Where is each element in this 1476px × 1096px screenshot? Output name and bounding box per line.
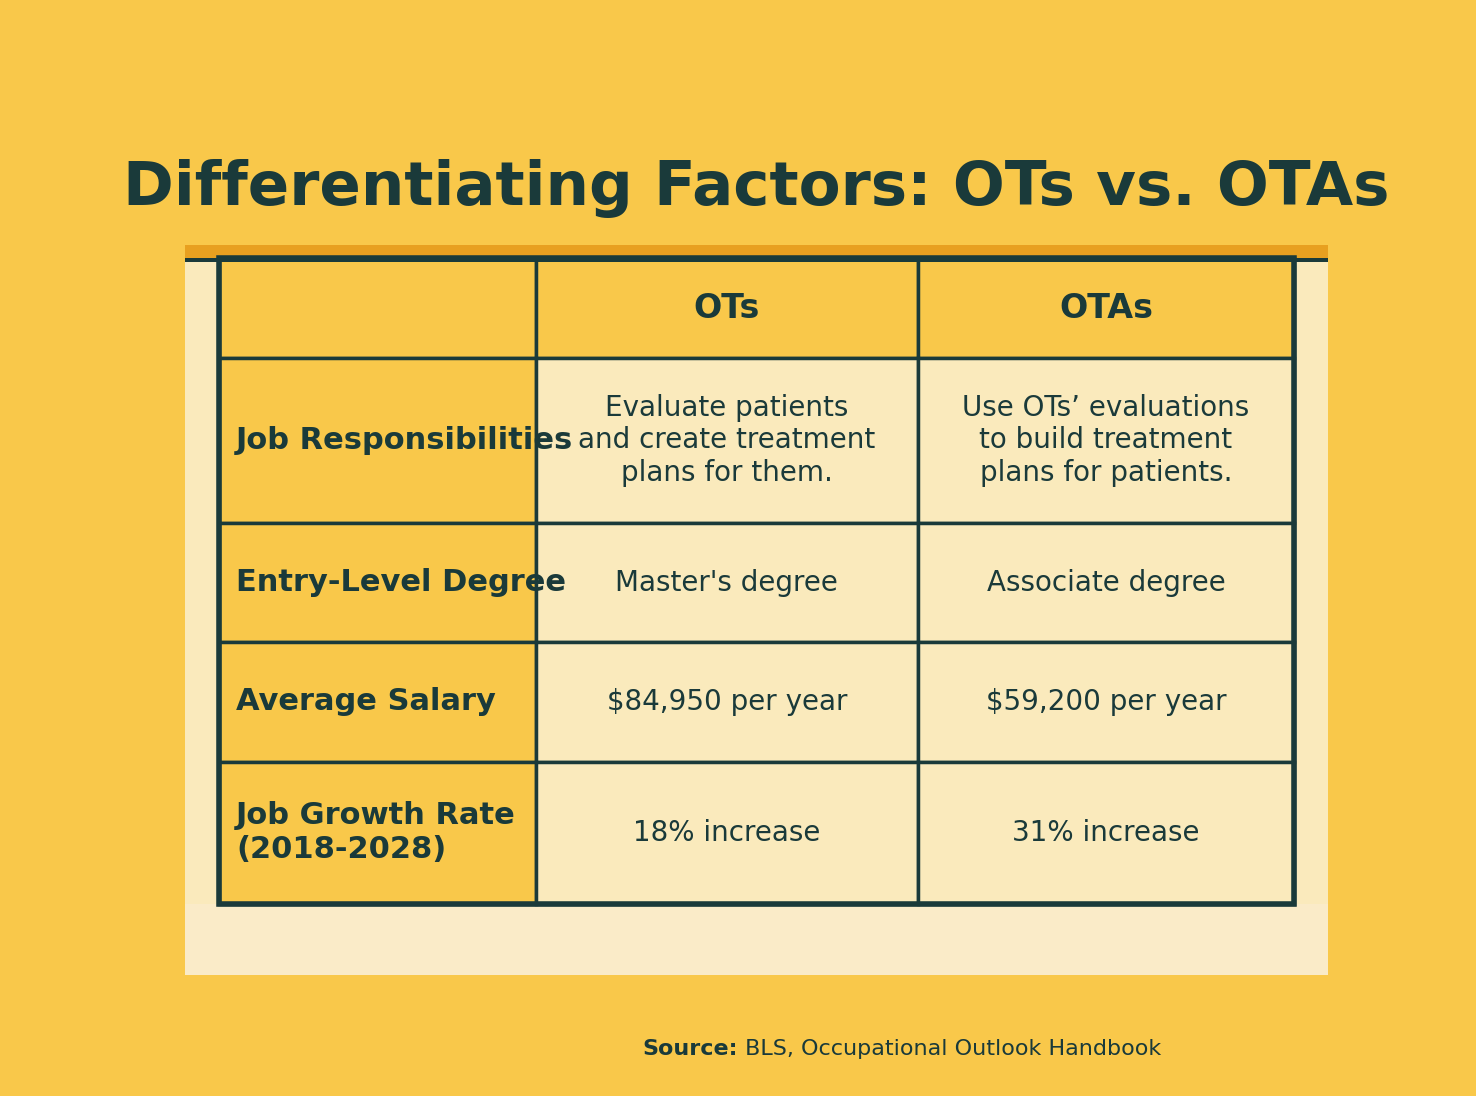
- Text: 18% increase: 18% increase: [633, 819, 821, 847]
- Bar: [218, 642, 536, 762]
- Bar: [536, 762, 918, 904]
- Text: Job Responsibilities: Job Responsibilities: [236, 426, 573, 455]
- Bar: [918, 259, 1294, 358]
- Text: BLS, Occupational Outlook Handbook: BLS, Occupational Outlook Handbook: [738, 1039, 1162, 1060]
- Bar: [184, 258, 1328, 904]
- Text: Evaluate patients
and create treatment
plans for them.: Evaluate patients and create treatment p…: [579, 395, 875, 487]
- Bar: [184, 246, 1328, 259]
- Bar: [536, 642, 918, 762]
- Bar: [218, 762, 536, 904]
- Bar: [536, 523, 918, 642]
- Bar: [918, 762, 1294, 904]
- Text: Source:: Source:: [642, 1039, 738, 1060]
- Text: Average Salary: Average Salary: [236, 687, 496, 717]
- Text: 31% increase: 31% increase: [1013, 819, 1200, 847]
- Bar: [218, 259, 536, 358]
- Text: OTs: OTs: [694, 292, 760, 324]
- Text: $84,950 per year: $84,950 per year: [607, 688, 847, 716]
- Bar: [218, 358, 536, 523]
- Bar: [536, 358, 918, 523]
- Text: Master's degree: Master's degree: [615, 569, 838, 596]
- Text: $59,200 per year: $59,200 per year: [986, 688, 1227, 716]
- Bar: [184, 904, 1328, 975]
- Text: OTAs: OTAs: [1058, 292, 1153, 324]
- Bar: [218, 258, 1294, 904]
- Bar: [218, 523, 536, 642]
- Text: Associate degree: Associate degree: [986, 569, 1225, 596]
- Bar: [184, 258, 1328, 262]
- Bar: [536, 259, 918, 358]
- Bar: [918, 642, 1294, 762]
- Bar: [918, 523, 1294, 642]
- Text: Differentiating Factors: OTs vs. OTAs: Differentiating Factors: OTs vs. OTAs: [123, 159, 1390, 218]
- Bar: [918, 358, 1294, 523]
- Text: Use OTs’ evaluations
to build treatment
plans for patients.: Use OTs’ evaluations to build treatment …: [962, 395, 1250, 487]
- Text: Job Growth Rate
(2018-2028): Job Growth Rate (2018-2028): [236, 801, 515, 864]
- Text: Entry-Level Degree: Entry-Level Degree: [236, 568, 565, 597]
